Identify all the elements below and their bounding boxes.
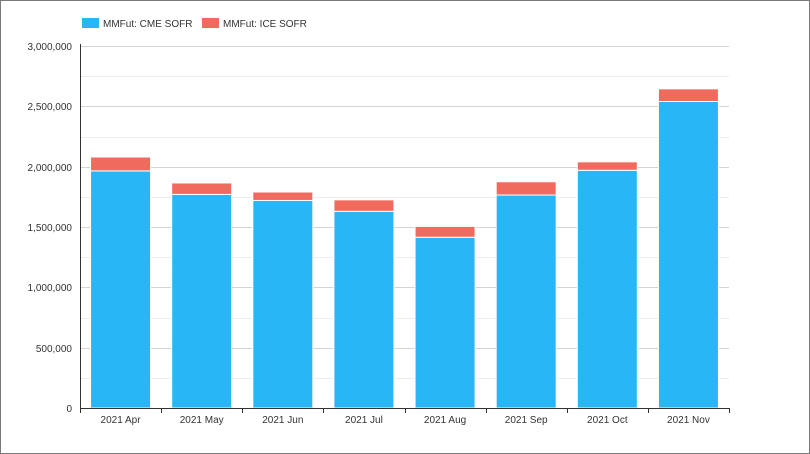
y-tick-label: 1,500,000	[28, 223, 73, 234]
legend-label: MMFut: ICE SOFR	[223, 19, 307, 30]
x-tick-label: 2021 Oct	[587, 415, 628, 426]
legend-swatch	[202, 18, 219, 28]
x-tick-label: 2021 Sep	[505, 415, 548, 426]
y-tick-label: 3,000,000	[28, 42, 73, 53]
legend-swatch	[82, 18, 99, 28]
bar-ice-sofr	[252, 191, 314, 201]
bar-cme-sofr	[333, 210, 395, 409]
bar-ice-sofr	[414, 225, 476, 238]
bar-ice-sofr	[90, 156, 152, 172]
y-tick-label: 1,000,000	[28, 283, 73, 294]
legend-item: MMFut: ICE SOFR	[202, 18, 307, 30]
bar-cme-sofr	[495, 194, 557, 409]
x-tick-label: 2021 Jun	[262, 415, 303, 426]
x-tick-label: 2021 Jul	[345, 415, 383, 426]
bar-ice-sofr	[333, 199, 395, 212]
x-tick-label: 2021 Nov	[667, 415, 710, 426]
y-tick-label: 500,000	[36, 344, 73, 355]
x-tick-label: 2021 Aug	[424, 415, 466, 426]
y-tick-label: 0	[66, 404, 72, 415]
bar-ice-sofr	[171, 182, 233, 195]
bar-cme-sofr	[90, 170, 152, 409]
bar-ice-sofr	[495, 181, 557, 196]
legend-item: MMFut: CME SOFR	[82, 18, 192, 30]
x-tick-label: 2021 May	[180, 415, 224, 426]
bar-ice-sofr	[657, 88, 719, 103]
x-tick-label: 2021 Apr	[101, 415, 142, 426]
y-tick-label: 2,500,000	[28, 102, 73, 113]
bar-cme-sofr	[576, 169, 638, 409]
bar-cme-sofr	[171, 193, 233, 409]
legend-label: MMFut: CME SOFR	[103, 19, 192, 30]
bar-cme-sofr	[657, 101, 719, 409]
bar-ice-sofr	[576, 161, 638, 171]
bar-cme-sofr	[414, 236, 476, 409]
bar-cme-sofr	[252, 199, 314, 409]
y-tick-label: 2,000,000	[28, 163, 73, 174]
